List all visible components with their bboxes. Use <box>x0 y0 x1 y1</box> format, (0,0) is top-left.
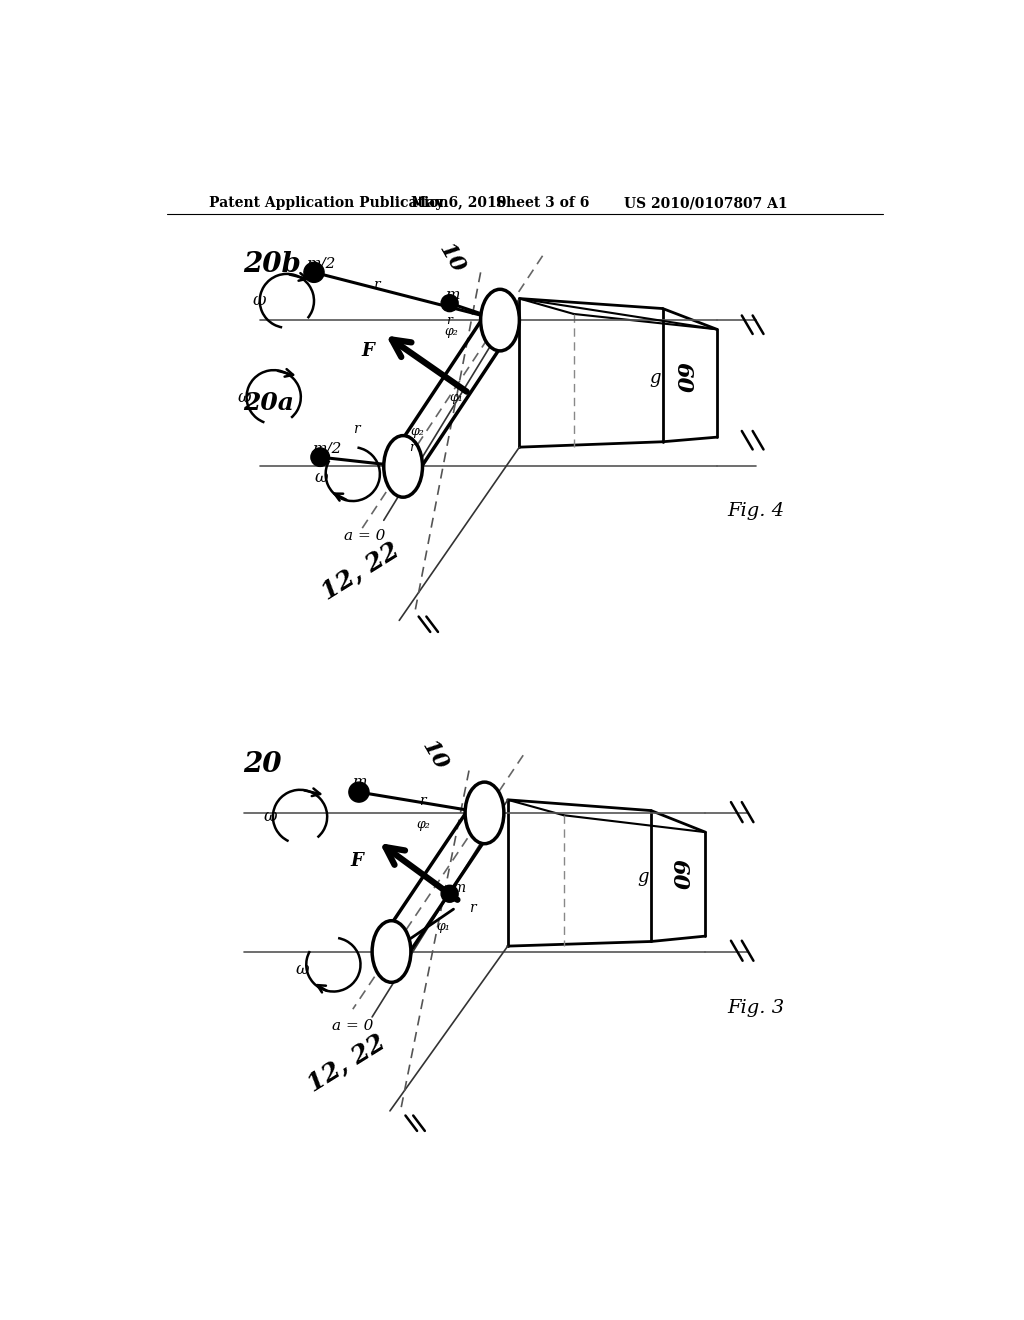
Text: ω: ω <box>296 961 309 978</box>
Text: ω: ω <box>263 808 276 825</box>
Text: Sheet 3 of 6: Sheet 3 of 6 <box>496 197 590 210</box>
Text: φ₂: φ₂ <box>444 325 458 338</box>
Text: φ₂: φ₂ <box>411 425 424 438</box>
Text: ω: ω <box>315 470 329 487</box>
Circle shape <box>304 263 324 282</box>
Text: 10: 10 <box>417 737 452 774</box>
Text: Fig. 4: Fig. 4 <box>727 502 784 520</box>
Text: 20a: 20a <box>243 391 294 416</box>
Text: φ₁: φ₁ <box>436 920 451 933</box>
Text: ω: ω <box>238 388 251 405</box>
Text: a = 0: a = 0 <box>344 529 385 543</box>
Text: Fig. 3: Fig. 3 <box>727 999 784 1016</box>
Text: m: m <box>452 880 465 895</box>
Text: g: g <box>649 368 660 387</box>
Ellipse shape <box>480 289 519 351</box>
Text: m: m <box>353 775 368 789</box>
Text: F: F <box>361 342 375 360</box>
Text: 10: 10 <box>434 239 469 277</box>
Text: r: r <box>469 900 475 915</box>
Text: 20: 20 <box>243 751 282 777</box>
Text: 60: 60 <box>668 859 689 890</box>
Text: m/2: m/2 <box>313 442 343 455</box>
Text: Patent Application Publication: Patent Application Publication <box>209 197 449 210</box>
Text: g: g <box>638 867 649 886</box>
Text: φ₂: φ₂ <box>417 818 430 832</box>
Text: F: F <box>350 853 362 870</box>
Text: m: m <box>446 289 461 302</box>
Circle shape <box>349 781 369 803</box>
Text: US 2010/0107807 A1: US 2010/0107807 A1 <box>624 197 787 210</box>
Text: 60: 60 <box>672 363 694 393</box>
Circle shape <box>311 447 330 466</box>
Text: φ₁: φ₁ <box>450 391 464 404</box>
Text: 12, 22: 12, 22 <box>303 1030 390 1097</box>
Ellipse shape <box>372 921 411 982</box>
Text: r: r <box>409 441 415 454</box>
Text: m/2: m/2 <box>307 256 337 271</box>
Text: 12, 22: 12, 22 <box>317 537 403 603</box>
Text: r: r <box>419 795 426 808</box>
Text: r: r <box>445 314 452 326</box>
Ellipse shape <box>384 436 423 498</box>
Ellipse shape <box>465 781 504 843</box>
Circle shape <box>441 886 458 903</box>
Text: a = 0: a = 0 <box>332 1019 374 1034</box>
Text: May 6, 2010: May 6, 2010 <box>411 197 506 210</box>
Text: r: r <box>373 279 379 293</box>
Text: 20b: 20b <box>243 251 301 279</box>
Text: r: r <box>353 422 360 437</box>
Text: ω: ω <box>253 292 266 309</box>
Circle shape <box>441 294 458 312</box>
